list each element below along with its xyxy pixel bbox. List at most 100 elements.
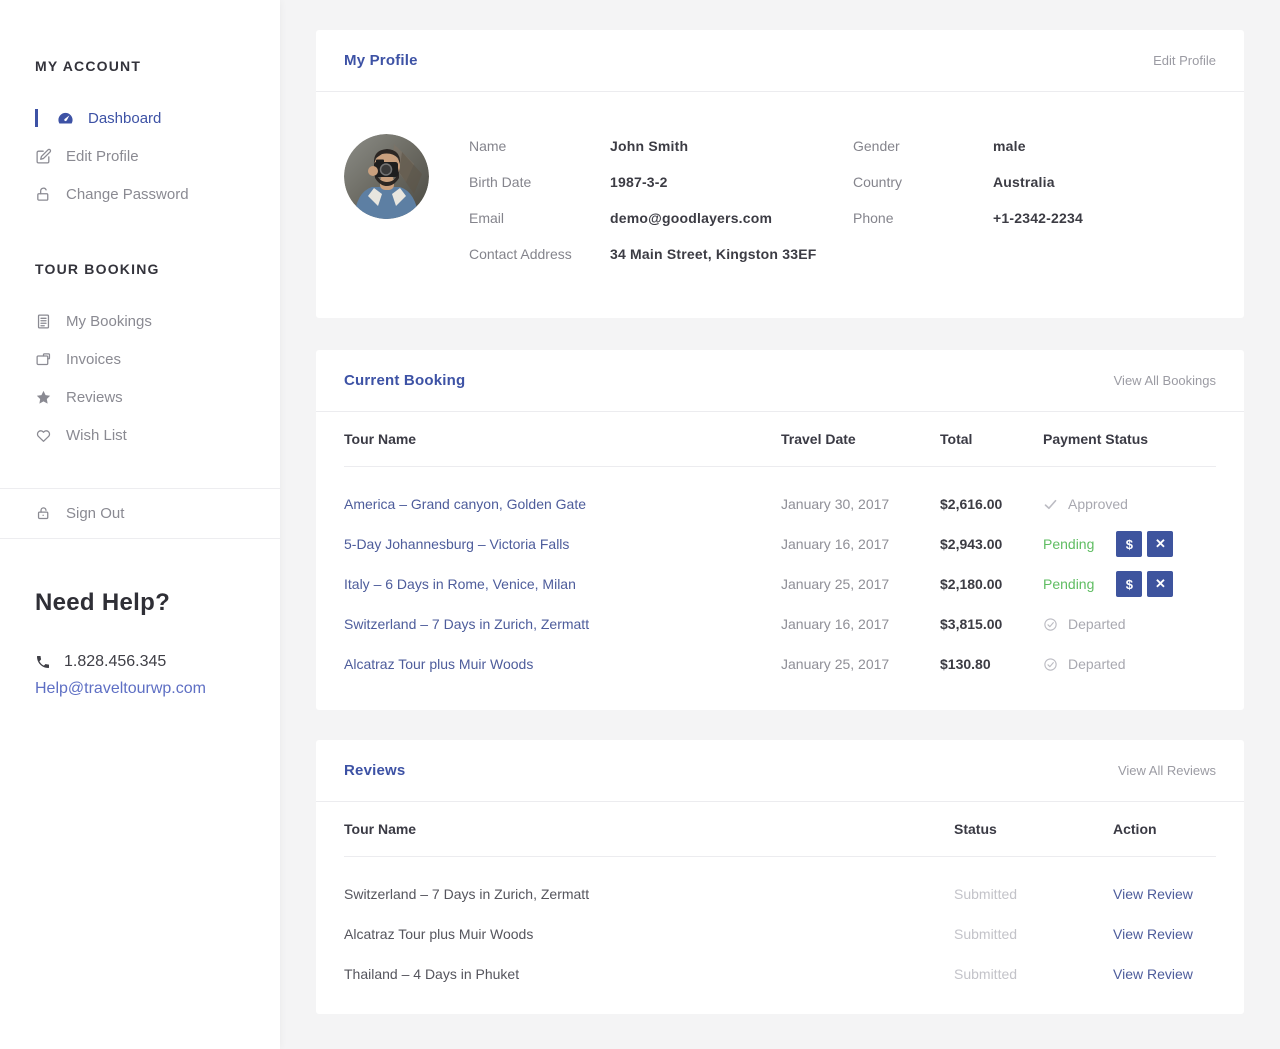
field-label: Contact Address <box>469 246 572 262</box>
field-value: John Smith <box>610 138 689 154</box>
travel-date: January 30, 2017 <box>781 496 890 512</box>
tour-name-link[interactable]: 5-Day Johannesburg – Victoria Falls <box>344 536 570 552</box>
current-booking-card: Current Booking View All Bookings Tour N… <box>316 350 1244 710</box>
payment-status-pending: Pending $ ✕ <box>1043 571 1216 597</box>
divider <box>0 488 280 489</box>
phone-icon <box>35 654 51 670</box>
main-content: My Profile Edit Profile <box>280 0 1280 1014</box>
review-row: Switzerland – 7 Days in Zurich, Zermatt … <box>344 874 1216 914</box>
travel-date: January 16, 2017 <box>781 616 890 632</box>
booking-total: $3,815.00 <box>940 616 1003 632</box>
my-profile-header: My Profile Edit Profile <box>316 30 1244 92</box>
payment-status-approved: Approved <box>1043 496 1216 512</box>
reviews-title: Reviews <box>344 762 406 779</box>
review-status: Submitted <box>954 886 1018 902</box>
travel-date: January 25, 2017 <box>781 576 890 592</box>
review-tour-name: Thailand – 4 Days in Phuket <box>344 966 520 982</box>
booking-row: America – Grand canyon, Golden Gate Janu… <box>344 484 1216 524</box>
booking-row: 5-Day Johannesburg – Victoria Falls Janu… <box>344 524 1216 564</box>
status-label: Pending <box>1043 576 1095 592</box>
wallet-icon <box>35 351 52 368</box>
edit-profile-link[interactable]: Edit Profile <box>1153 53 1216 68</box>
profile-field-email: Email demo@goodlayers.com <box>469 200 853 236</box>
review-row: Alcatraz Tour plus Muir Woods Submitted … <box>344 914 1216 954</box>
my-profile-title: My Profile <box>344 52 418 69</box>
travel-date: January 25, 2017 <box>781 656 890 672</box>
sidebar-item-label: Reviews <box>66 388 123 406</box>
payment-status-departed: Departed <box>1043 616 1216 632</box>
profile-field-country: Country Australia <box>853 164 1216 200</box>
sidebar-item-wish-list[interactable]: Wish List <box>0 416 280 454</box>
sidebar-item-dashboard[interactable]: Dashboard <box>0 99 280 137</box>
view-review-link[interactable]: View Review <box>1113 966 1193 982</box>
reviews-header: Reviews View All Reviews <box>316 740 1244 802</box>
sidebar-item-invoices[interactable]: Invoices <box>0 340 280 378</box>
sidebar-item-sign-out[interactable]: Sign Out <box>0 489 280 539</box>
current-booking-title: Current Booking <box>344 372 466 389</box>
booking-row: Switzerland – 7 Days in Zurich, Zermatt … <box>344 604 1216 644</box>
status-label: Approved <box>1068 496 1128 512</box>
help-phone-number: 1.828.456.345 <box>64 653 167 670</box>
field-value: 34 Main Street, Kingston 33EF <box>610 246 817 262</box>
cancel-booking-button[interactable]: ✕ <box>1147 571 1174 597</box>
review-status: Submitted <box>954 966 1018 982</box>
payment-actions: $ ✕ <box>1116 571 1174 597</box>
current-booking-header: Current Booking View All Bookings <box>316 350 1244 412</box>
bookings-icon <box>35 313 52 330</box>
profile-field-gender: Gender male <box>853 128 1216 164</box>
need-help-heading: Need Help? <box>35 589 171 616</box>
pay-button[interactable]: $ <box>1116 571 1143 597</box>
profile-fields-right: Gender male Country Australia Phone +1-2… <box>853 128 1216 272</box>
circle-check-icon <box>1043 617 1058 632</box>
col-header-tour-name: Tour Name <box>344 431 417 447</box>
profile-body: Name John Smith Birth Date 1987-3-2 Emai… <box>316 92 1244 272</box>
field-label: Gender <box>853 138 900 154</box>
sidebar-item-my-bookings[interactable]: My Bookings <box>0 302 280 340</box>
profile-field-contact-address: Contact Address 34 Main Street, Kingston… <box>469 236 853 272</box>
active-indicator <box>35 109 38 127</box>
section-heading-my-account: MY ACCOUNT <box>35 58 142 74</box>
edit-icon <box>35 148 52 165</box>
help-email-link[interactable]: Help@traveltourwp.com <box>35 680 206 697</box>
view-review-link[interactable]: View Review <box>1113 926 1193 942</box>
status-label: Pending <box>1043 536 1095 552</box>
my-account-nav: Dashboard Edit Profile Change Password <box>0 99 280 213</box>
tour-name-link[interactable]: Alcatraz Tour plus Muir Woods <box>344 656 534 672</box>
payment-status-departed: Departed <box>1043 656 1216 672</box>
view-all-reviews-link[interactable]: View All Reviews <box>1117 763 1216 778</box>
profile-fields: Name John Smith Birth Date 1987-3-2 Emai… <box>469 128 1216 272</box>
view-all-bookings-link[interactable]: View All Bookings <box>1113 373 1216 388</box>
section-heading-tour-booking: TOUR BOOKING <box>35 261 160 277</box>
sidebar-item-reviews[interactable]: Reviews <box>0 378 280 416</box>
unlock-icon <box>35 186 52 203</box>
field-value: demo@goodlayers.com <box>610 210 773 226</box>
sidebar-item-edit-profile[interactable]: Edit Profile <box>0 137 280 175</box>
field-label: Email <box>469 210 505 226</box>
pay-button[interactable]: $ <box>1116 531 1143 557</box>
sidebar-item-label: Change Password <box>66 185 189 203</box>
col-header-status: Status <box>954 821 997 837</box>
profile-field-phone: Phone +1-2342-2234 <box>853 200 1216 236</box>
view-review-link[interactable]: View Review <box>1113 886 1193 902</box>
dashboard-icon <box>57 110 74 127</box>
col-header-total: Total <box>940 431 973 447</box>
field-value: male <box>993 138 1026 154</box>
field-label: Name <box>469 138 507 154</box>
sidebar-item-label: Dashboard <box>88 109 162 127</box>
tour-booking-nav: My Bookings Invoices Reviews Wish List <box>0 302 280 454</box>
col-header-tour-name: Tour Name <box>344 821 417 837</box>
tour-name-link[interactable]: America – Grand canyon, Golden Gate <box>344 496 587 512</box>
travel-date: January 16, 2017 <box>781 536 890 552</box>
star-icon <box>35 389 52 406</box>
review-status: Submitted <box>954 926 1018 942</box>
heart-icon <box>35 427 52 444</box>
reviews-table: Tour Name Status Action Switzerland – 7 … <box>316 802 1244 994</box>
sidebar-item-change-password[interactable]: Change Password <box>0 175 280 213</box>
status-label: Departed <box>1068 656 1126 672</box>
avatar <box>344 134 429 219</box>
cancel-booking-button[interactable]: ✕ <box>1147 531 1174 557</box>
tour-name-link[interactable]: Switzerland – 7 Days in Zurich, Zermatt <box>344 616 590 632</box>
sidebar-item-label: Invoices <box>66 350 122 368</box>
tour-name-link[interactable]: Italy – 6 Days in Rome, Venice, Milan <box>344 576 576 592</box>
booking-total: $2,180.00 <box>940 576 1003 592</box>
